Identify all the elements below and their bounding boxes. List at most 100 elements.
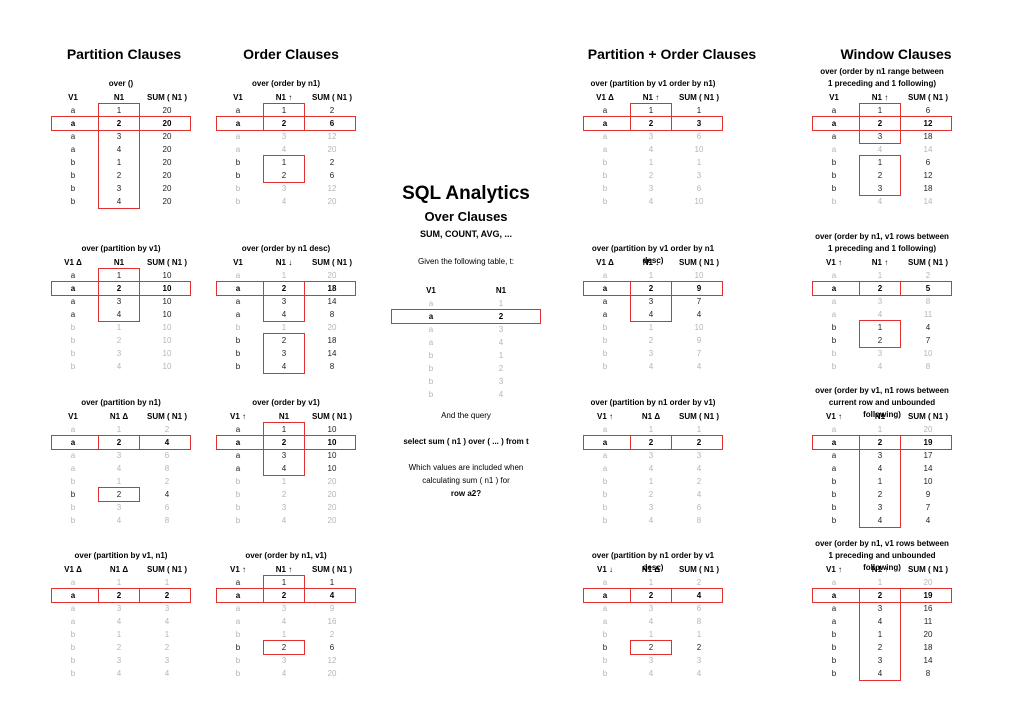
table-row: b 2 20 — [216, 488, 356, 501]
cell-sum: 12 — [327, 656, 337, 665]
cell-sum: 18 — [923, 643, 933, 652]
cell-n1: 3 — [281, 184, 287, 193]
cell-sum: 20 — [327, 503, 337, 512]
cell-sum: 20 — [923, 630, 933, 639]
table-header-row: V1 ↑ N1 ↑ SUM ( N1 ) — [812, 563, 952, 576]
cell-sum: 20 — [162, 184, 172, 193]
cell-n1: 4 — [116, 145, 122, 154]
caption-line: over (partition by v1 order by n1) — [590, 79, 716, 88]
table-row: a 4 8 — [583, 615, 723, 628]
cell-n1: 4 — [281, 362, 287, 371]
cell-sum: 18 — [327, 284, 337, 293]
cell-n1: 4 — [877, 464, 883, 473]
cell-sum: 2 — [164, 591, 170, 600]
cell-n1: 3 — [648, 656, 654, 665]
cell-n1: 2 — [281, 119, 287, 128]
cell-v1: a — [602, 106, 608, 115]
table-header-row: V1 Δ N1 SUM ( N1 ) — [51, 256, 191, 269]
cell-n1: 4 — [281, 197, 287, 206]
cell-n1: 3 — [116, 604, 122, 613]
cell-v1: b — [235, 477, 241, 486]
cell-n1: 4 — [648, 516, 654, 525]
table-row: b 4 4 — [51, 667, 191, 680]
window-example-block: over (partition by n1 order by v1 desc) V… — [583, 550, 723, 685]
cell-sum: 6 — [164, 503, 170, 512]
table-header-row: V1 N1 ↑ SUM ( N1 ) — [812, 91, 952, 104]
cell-v1: b — [602, 323, 608, 332]
cell-v1: b — [831, 669, 837, 678]
cell-v1: b — [831, 171, 837, 180]
block-caption: over (partition by v1) — [51, 243, 191, 255]
cell-n1: 4 — [116, 669, 122, 678]
header-v1: V1 ↑ — [825, 412, 842, 421]
table-row: a 3 6 — [51, 449, 191, 462]
table-row: b 2 6 — [216, 169, 356, 182]
cell-sum: 20 — [327, 271, 337, 280]
cell-n1: 1 — [877, 106, 883, 115]
table-row: b 4 10 — [51, 360, 191, 373]
cell-n1: 2 — [877, 119, 883, 128]
cell-sum: 1 — [696, 158, 702, 167]
window-clauses-header: Window Clauses — [840, 46, 952, 62]
header-v1: V1 ↑ — [229, 565, 246, 574]
cell-v1: a — [602, 310, 608, 319]
cell-v1: a — [831, 132, 837, 141]
cell-v1: a — [235, 578, 241, 587]
cell-v1: b — [602, 477, 608, 486]
table-row: a 1 10 — [51, 269, 191, 282]
cell-v1: a — [70, 284, 76, 293]
cell-n1: 4 — [648, 197, 654, 206]
table-row: b 1 1 — [51, 628, 191, 641]
table-row: a 4 4 — [583, 308, 723, 321]
cell-n1: 1 — [877, 630, 883, 639]
table-row: a 2 9 — [583, 282, 723, 295]
cell-n1: 4 — [648, 669, 654, 678]
cell-sum: 10 — [327, 425, 337, 434]
table-row: b 3 7 — [583, 347, 723, 360]
cell-v1: b — [235, 158, 241, 167]
cell-v1: b — [831, 490, 837, 499]
cell-v1: b — [831, 336, 837, 345]
cell-sum: 2 — [696, 477, 702, 486]
cell-n1: 4 — [877, 197, 883, 206]
header-n1: N1 — [113, 258, 125, 267]
table-row: a 3 9 — [216, 602, 356, 615]
caption-line: over (order by n1 range between — [820, 67, 944, 76]
cell-sum: 20 — [162, 119, 172, 128]
cell-v1: a — [831, 425, 837, 434]
window-frame-box — [263, 575, 305, 603]
cell-sum: 8 — [925, 297, 931, 306]
cell-v1: b — [70, 349, 76, 358]
header-n1: N1 ↑ — [871, 565, 889, 574]
cell-n1: 1 — [877, 271, 883, 280]
table-row: b 1 10 — [583, 321, 723, 334]
cell-sum: 6 — [696, 132, 702, 141]
header-v1: V1 ↑ — [229, 412, 246, 421]
cell-n1: 3 — [877, 656, 883, 665]
cell-n1: 4 — [281, 617, 287, 626]
cell-v1: b — [831, 516, 837, 525]
header-sum: SUM ( N1 ) — [679, 258, 719, 267]
cell-n1: 1 — [648, 106, 654, 115]
table-row: b 2 10 — [51, 334, 191, 347]
table-row: a 2 6 — [216, 117, 356, 130]
table-row: a 2 10 — [51, 282, 191, 295]
cell-sum: 4 — [925, 516, 931, 525]
cell-n1: 1 — [648, 323, 654, 332]
order-clauses-header: Order Clauses — [243, 46, 339, 62]
table-row: a 1 10 — [216, 423, 356, 436]
cell-v1: b — [831, 197, 837, 206]
table-row: a 3 3 — [583, 449, 723, 462]
table-row: a 1 20 — [216, 269, 356, 282]
block-caption: over (partition by n1 order by v1) — [583, 397, 723, 409]
table-row: a 4 20 — [216, 143, 356, 156]
cell-sum: 3 — [696, 119, 702, 128]
table-row: a 1 1 — [216, 576, 356, 589]
cell-n1: 3 — [877, 132, 883, 141]
cell-n1: 2 — [877, 591, 883, 600]
sample-cell-v1: b — [428, 351, 434, 360]
table-row: b 2 9 — [812, 488, 952, 501]
sample-cell-n1: 3 — [498, 325, 504, 334]
